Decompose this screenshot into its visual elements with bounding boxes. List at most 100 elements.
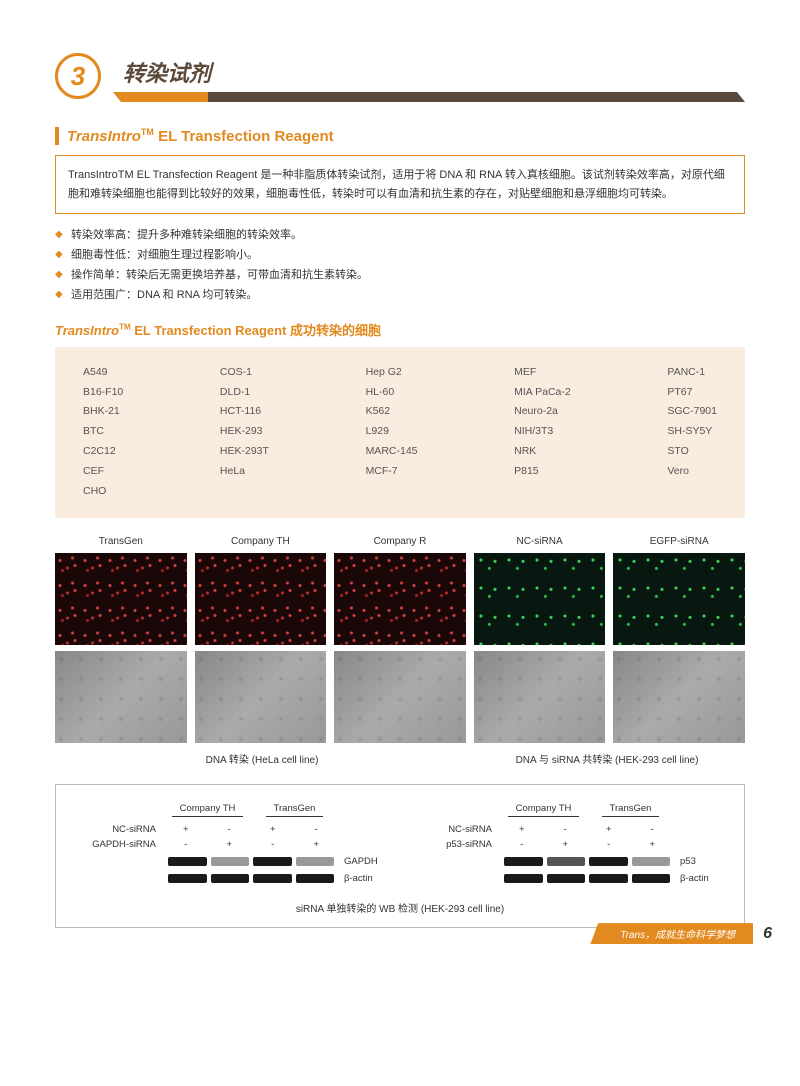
tm-mark: TM bbox=[141, 127, 154, 137]
wb-row-label: GAPDH-siRNA bbox=[84, 839, 164, 850]
section-title-wrap: 转染试剂 bbox=[113, 50, 745, 102]
wb-band bbox=[589, 874, 628, 883]
image-grid: TransGen Company TH Company R NC-siRNA EGFP-… bbox=[55, 536, 745, 743]
fluorescence-image bbox=[195, 553, 327, 645]
wb-lane: + bbox=[295, 839, 339, 850]
wb-row-label: NC-siRNA bbox=[84, 824, 164, 835]
feature-list: 转染效率高：提升多种难转染细胞的转染效率。细胞毒性低：对细胞生理过程影响小。操作… bbox=[55, 226, 745, 305]
section-header: 3 转染试剂 bbox=[55, 50, 745, 102]
image-captions: DNA 转染 (HeLa cell line) DNA 与 siRNA 共转染 … bbox=[55, 751, 745, 766]
wb-group: TransGen bbox=[251, 803, 338, 820]
product-suffix: EL Transfection Reagent bbox=[154, 128, 334, 145]
caption-left: DNA 转染 (HeLa cell line) bbox=[55, 751, 469, 766]
image-column: Company R bbox=[334, 536, 466, 743]
cells-column: Hep G2HL-60K562L929MARC-145MCF-7 bbox=[366, 363, 418, 503]
footer-text: Trans，成就生命科学梦想 bbox=[590, 923, 753, 944]
brightfield-image bbox=[474, 651, 606, 743]
fluorescence-image bbox=[334, 553, 466, 645]
wb-lane: + bbox=[251, 824, 295, 835]
fluorescence-image bbox=[474, 553, 606, 645]
wb-lane: + bbox=[544, 839, 588, 850]
wb-lane: - bbox=[164, 839, 208, 850]
wb-band bbox=[504, 857, 543, 866]
western-blot-box: Company THTransGenNC-siRNA+-+-GAPDH-siRN… bbox=[55, 784, 745, 928]
image-column: NC-siRNA bbox=[474, 536, 606, 743]
feature-item: 转染效率高：提升多种难转染细胞的转染效率。 bbox=[55, 226, 745, 246]
wb-lane: - bbox=[587, 839, 631, 850]
wb-band bbox=[211, 857, 250, 866]
wb-lane: + bbox=[500, 824, 544, 835]
cells-table: A549B16-F10BHK-21BTCC2C12CEFCHO COS-1DLD-… bbox=[55, 347, 745, 519]
wb-band bbox=[253, 857, 292, 866]
wb-row-label: NC-siRNA bbox=[420, 824, 500, 835]
wb-band bbox=[589, 857, 628, 866]
wb-lane: + bbox=[208, 839, 252, 850]
wb-lane: - bbox=[295, 824, 339, 835]
fluorescence-image bbox=[613, 553, 745, 645]
wb-lane: - bbox=[208, 824, 252, 835]
cells-heading-cn: 成功转染的细胞 bbox=[290, 323, 381, 338]
wb-group: Company TH bbox=[500, 803, 587, 820]
feature-item: 操作简单：转染后无需更换培养基，可带血清和抗生素转染。 bbox=[55, 266, 745, 286]
wb-band bbox=[296, 857, 335, 866]
image-column: EGFP-siRNA bbox=[613, 536, 745, 743]
product-heading: TransIntroTM EL Transfection Reagent bbox=[55, 127, 745, 145]
section-title: 转染试剂 bbox=[113, 50, 745, 94]
wb-band bbox=[168, 874, 207, 883]
brightfield-image bbox=[55, 651, 187, 743]
image-column: Company TH bbox=[195, 536, 327, 743]
brightfield-image bbox=[195, 651, 327, 743]
wb-band bbox=[547, 857, 586, 866]
wb-group: Company TH bbox=[164, 803, 251, 820]
page-footer: Trans，成就生命科学梦想 6 bbox=[590, 923, 800, 944]
cells-column: A549B16-F10BHK-21BTCC2C12CEFCHO bbox=[83, 363, 123, 503]
page-number: 6 bbox=[763, 925, 772, 943]
image-label: NC-siRNA bbox=[474, 536, 606, 547]
caption-right: DNA 与 siRNA 共转染 (HEK-293 cell line) bbox=[469, 751, 745, 766]
image-label: EGFP-siRNA bbox=[613, 536, 745, 547]
wb-lane: - bbox=[544, 824, 588, 835]
cells-heading: TransIntroTM EL Transfection Reagent 成功转… bbox=[55, 320, 745, 339]
cells-heading-prefix: TransIntro bbox=[55, 323, 119, 338]
wb-lane: - bbox=[251, 839, 295, 850]
wb-lane: + bbox=[587, 824, 631, 835]
wb-lane: - bbox=[631, 824, 675, 835]
feature-item: 细胞毒性低：对细胞生理过程影响小。 bbox=[55, 246, 745, 266]
wb-band bbox=[632, 874, 671, 883]
feature-item: 适用范围广：DNA 和 RNA 均可转染。 bbox=[55, 286, 745, 306]
cells-column: PANC-1PT67SGC-7901SH-SY5YSTOVero bbox=[667, 363, 717, 503]
wb-target: p53 bbox=[674, 856, 716, 867]
wb-lane: - bbox=[500, 839, 544, 850]
cells-column: COS-1DLD-1HCT-116HEK-293HEK-293THeLa bbox=[220, 363, 269, 503]
wb-caption: siRNA 单独转染的 WB 检测 (HEK-293 cell line) bbox=[84, 900, 716, 915]
wb-lane: + bbox=[631, 839, 675, 850]
brightfield-image bbox=[613, 651, 745, 743]
wb-target: GAPDH bbox=[338, 856, 380, 867]
image-column: TransGen bbox=[55, 536, 187, 743]
wb-band bbox=[253, 874, 292, 883]
wb-band bbox=[168, 857, 207, 866]
wb-row-label: p53-siRNA bbox=[420, 839, 500, 850]
cells-column: MEFMIA PaCa-2Neuro-2aNIH/3T3NRKP815 bbox=[514, 363, 571, 503]
wb-band bbox=[296, 874, 335, 883]
cells-heading-suffix: EL Transfection Reagent bbox=[131, 323, 290, 338]
wb-panel: Company THTransGenNC-siRNA+-+-p53-siRNA-… bbox=[420, 803, 716, 884]
image-label: TransGen bbox=[55, 536, 187, 547]
wb-band bbox=[632, 857, 671, 866]
wb-target: β-actin bbox=[674, 873, 716, 884]
fluorescence-image bbox=[55, 553, 187, 645]
brightfield-image bbox=[334, 651, 466, 743]
wb-band bbox=[211, 874, 250, 883]
wb-band bbox=[547, 874, 586, 883]
tm-mark: TM bbox=[119, 322, 131, 331]
wb-panel: Company THTransGenNC-siRNA+-+-GAPDH-siRN… bbox=[84, 803, 380, 884]
angle-bar bbox=[113, 92, 745, 102]
wb-panels: Company THTransGenNC-siRNA+-+-GAPDH-siRN… bbox=[84, 803, 716, 884]
image-label: Company TH bbox=[195, 536, 327, 547]
section-number: 3 bbox=[55, 53, 101, 99]
wb-lane: + bbox=[164, 824, 208, 835]
wb-group: TransGen bbox=[587, 803, 674, 820]
image-label: Company R bbox=[334, 536, 466, 547]
wb-band bbox=[504, 874, 543, 883]
description-box: TransIntroTM EL Transfection Reagent 是一种… bbox=[55, 155, 745, 214]
